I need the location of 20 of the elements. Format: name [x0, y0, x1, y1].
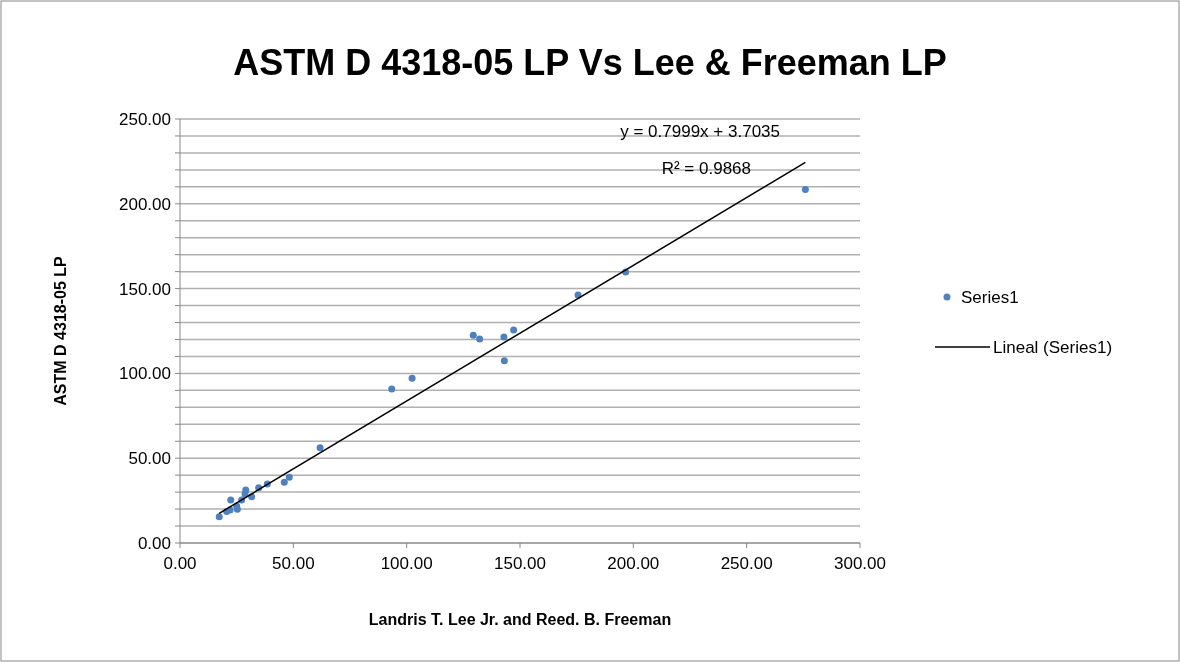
legend-label: Lineal (Series1)	[993, 337, 1113, 357]
y-tick-label: 0.00	[137, 533, 171, 553]
y-tick-label: 200.00	[119, 194, 171, 214]
x-tick-label: 0.00	[163, 554, 197, 573]
y-tick-label: 50.00	[128, 449, 171, 469]
x-tick-label: 300.00	[834, 554, 886, 573]
x-tick-label: 100.00	[380, 554, 433, 573]
y-tick-label: 250.00	[119, 109, 171, 129]
x-tick-label: 250.00	[720, 554, 773, 573]
y-tick-label: 150.00	[119, 279, 171, 299]
annotation: R² = 0.9868	[661, 159, 751, 178]
y-tick-label: 100.00	[119, 364, 171, 384]
x-tick-label: 150.00	[494, 554, 546, 573]
y-axis-title: ASTM D 4318-05 LP	[52, 255, 69, 406]
x-axis-title: Landris T. Lee Jr. and Reed. B. Freeman	[368, 611, 672, 628]
annotation: y = 0.7999x + 3.7035	[620, 122, 780, 141]
chart-title: ASTM D 4318-05 LP Vs Lee & Freeman LP	[233, 42, 947, 83]
x-tick-label: 200.00	[607, 554, 660, 573]
x-tick-label: 50.00	[272, 554, 315, 573]
legend-label: Series1	[961, 287, 1019, 307]
